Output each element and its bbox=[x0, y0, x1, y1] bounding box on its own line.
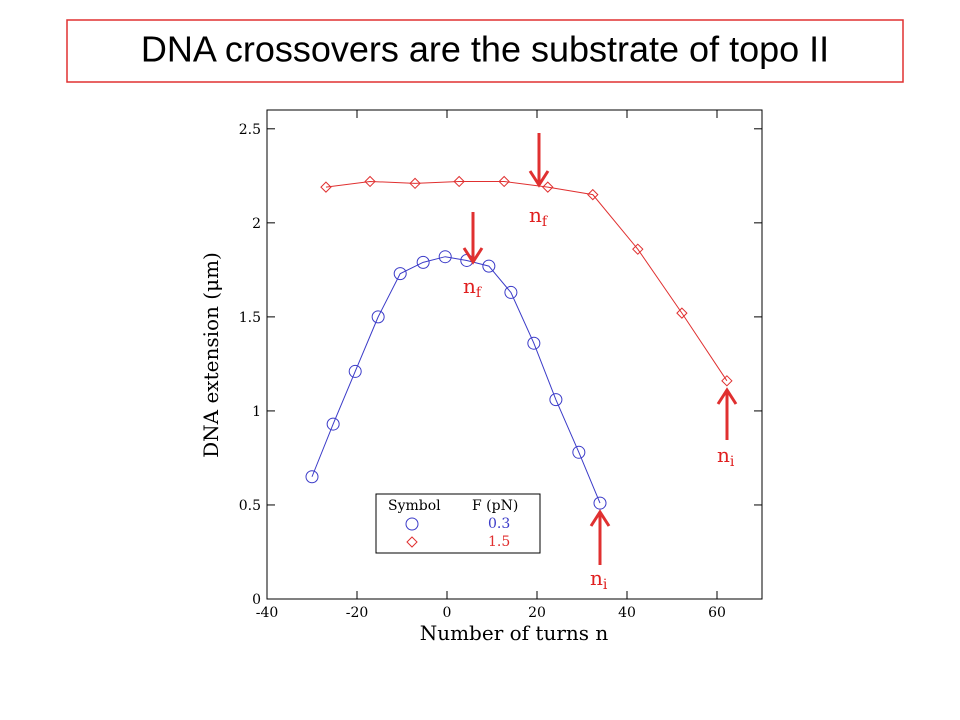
y-tick-label: 2.5 bbox=[239, 122, 261, 138]
annotation: nf bbox=[463, 274, 483, 301]
annotation: nf bbox=[529, 203, 549, 230]
x-tick-label: 40 bbox=[618, 605, 636, 621]
marker bbox=[572, 445, 586, 459]
marker bbox=[371, 310, 385, 324]
series-line bbox=[311, 256, 601, 504]
legend-box bbox=[375, 493, 541, 554]
marker bbox=[632, 243, 644, 255]
legend-label: 1.5 bbox=[488, 534, 510, 550]
plot-frame bbox=[266, 109, 763, 600]
chart-title: DNA crossovers are the substrate of topo… bbox=[141, 29, 829, 70]
x-tick-label: 20 bbox=[528, 605, 546, 621]
marker bbox=[438, 250, 452, 264]
arrow-head bbox=[528, 170, 550, 188]
x-tick-label: -20 bbox=[346, 605, 369, 621]
y-tick-label: 1.5 bbox=[239, 310, 261, 326]
y-tick-label: 1 bbox=[252, 404, 261, 420]
marker bbox=[593, 496, 607, 510]
marker bbox=[721, 375, 733, 387]
arrow-head bbox=[589, 509, 611, 527]
annotation-sub: f bbox=[476, 285, 483, 301]
annotation-sub: i bbox=[730, 454, 735, 470]
legend-label: 0.3 bbox=[488, 516, 510, 532]
annotation: ni bbox=[590, 566, 608, 593]
marker bbox=[405, 517, 419, 531]
title-box bbox=[66, 19, 904, 83]
marker bbox=[393, 267, 407, 281]
marker bbox=[406, 536, 418, 548]
annotation: ni bbox=[717, 443, 735, 470]
legend-header: F (pN) bbox=[472, 498, 518, 514]
marker bbox=[305, 470, 319, 484]
y-axis-label: DNA extension (μm) bbox=[199, 252, 223, 458]
marker bbox=[498, 175, 510, 188]
marker bbox=[549, 393, 563, 407]
marker bbox=[348, 364, 362, 378]
annotation-text: n bbox=[590, 566, 603, 590]
x-tick-label: -40 bbox=[256, 605, 279, 621]
x-tick-label: 0 bbox=[443, 605, 452, 621]
annotation-text: n bbox=[463, 274, 476, 298]
annotation-sub: i bbox=[603, 577, 608, 593]
marker bbox=[364, 175, 376, 188]
marker bbox=[453, 175, 465, 188]
marker bbox=[542, 181, 554, 193]
x-tick-label: 60 bbox=[708, 605, 726, 621]
annotation-sub: f bbox=[542, 214, 549, 230]
marker bbox=[676, 307, 688, 319]
marker bbox=[416, 255, 430, 269]
arrow-head bbox=[716, 387, 738, 405]
series-line bbox=[325, 180, 728, 382]
y-tick-label: 0.5 bbox=[239, 498, 261, 514]
marker bbox=[482, 259, 496, 273]
legend-header: Symbol bbox=[388, 498, 441, 514]
annotation-text: n bbox=[529, 203, 542, 227]
arrow-head bbox=[462, 247, 484, 265]
marker bbox=[504, 285, 518, 299]
marker bbox=[527, 336, 541, 350]
x-axis-label: Number of turns n bbox=[420, 621, 609, 645]
y-tick-label: 0 bbox=[252, 592, 261, 608]
marker bbox=[326, 417, 340, 431]
marker bbox=[320, 181, 332, 193]
y-tick-label: 2 bbox=[252, 216, 261, 232]
marker bbox=[409, 177, 421, 190]
marker bbox=[587, 188, 599, 201]
annotation-text: n bbox=[717, 443, 730, 467]
